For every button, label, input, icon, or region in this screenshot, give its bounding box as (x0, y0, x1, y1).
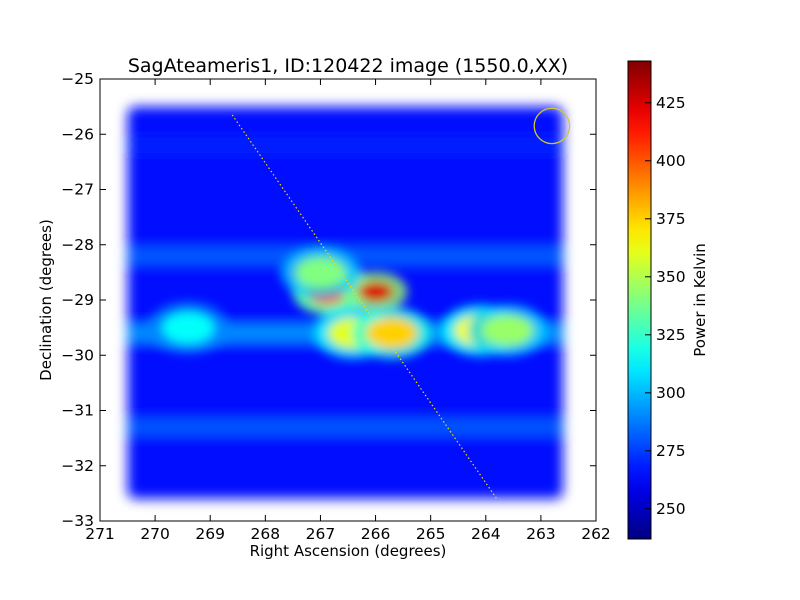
y-tick-label: −30 (61, 346, 94, 364)
y-tick-label: −28 (61, 236, 94, 254)
y-tick-label: −31 (61, 402, 94, 420)
x-tick-label: 266 (361, 525, 391, 543)
x-tick-label: 268 (251, 525, 281, 543)
emission-band (127, 137, 563, 154)
x-tick-label: 264 (471, 525, 501, 543)
galactic-plane-line (231, 114, 498, 500)
x-tick-label: 263 (526, 525, 556, 543)
x-tick-label: 262 (581, 525, 611, 543)
beam-circle (533, 107, 571, 145)
x-axis-label: Right Ascension (degrees) (250, 542, 447, 560)
y-axis: −25 −26 −27 −28 −29 −30 −31 −32 −33 (61, 70, 596, 530)
x-axis: 271 270 269 268 267 266 265 264 263 262 (85, 79, 611, 543)
y-tick-label: −32 (61, 457, 94, 475)
colorbar-tick-label: 275 (656, 442, 686, 460)
colorbar-ticks: 250 275 300 325 350 375 400 425 (645, 94, 686, 518)
plot-area: 271 270 269 268 267 266 265 264 263 262 −25 −26 −27… (61, 70, 611, 543)
hotspot (162, 311, 215, 344)
hotspot (481, 314, 534, 347)
overlays (231, 107, 571, 500)
hotspot (357, 281, 394, 302)
colorbar-tick-label: 325 (656, 326, 686, 344)
colorbar-label: Power in Kelvin (691, 243, 709, 357)
colorbar-tick-label: 350 (656, 268, 686, 286)
colorbar-tick-label: 400 (656, 152, 686, 170)
x-tick-label: 270 (140, 525, 170, 543)
y-tick-label: −25 (61, 70, 94, 88)
y-tick-label: −26 (61, 125, 94, 143)
colorbar-tick-label: 375 (656, 210, 686, 228)
y-tick-label: −29 (61, 291, 94, 309)
emission-band (127, 419, 563, 436)
chart-title: SagAteameris1, ID:120422 image (1550.0,X… (128, 55, 568, 77)
hotspot (366, 317, 419, 350)
x-tick-label: 269 (195, 525, 225, 543)
colorbar-scale (627, 60, 652, 540)
colorbar: 250 275 300 325 350 375 400 425 Power in Kelvin (627, 60, 709, 540)
hotspot (294, 256, 347, 289)
x-tick-label: 267 (306, 525, 336, 543)
colorbar-tick-label: 250 (656, 500, 686, 518)
x-tick-label: 271 (85, 525, 115, 543)
y-tick-label: −33 (61, 512, 94, 530)
x-tick-label: 265 (416, 525, 446, 543)
y-axis-label: Declination (degrees) (37, 219, 55, 381)
colorbar-tick-label: 425 (656, 94, 686, 112)
heatmap (127, 106, 563, 499)
y-tick-label: −27 (61, 181, 94, 199)
colorbar-tick-label: 300 (656, 384, 686, 402)
